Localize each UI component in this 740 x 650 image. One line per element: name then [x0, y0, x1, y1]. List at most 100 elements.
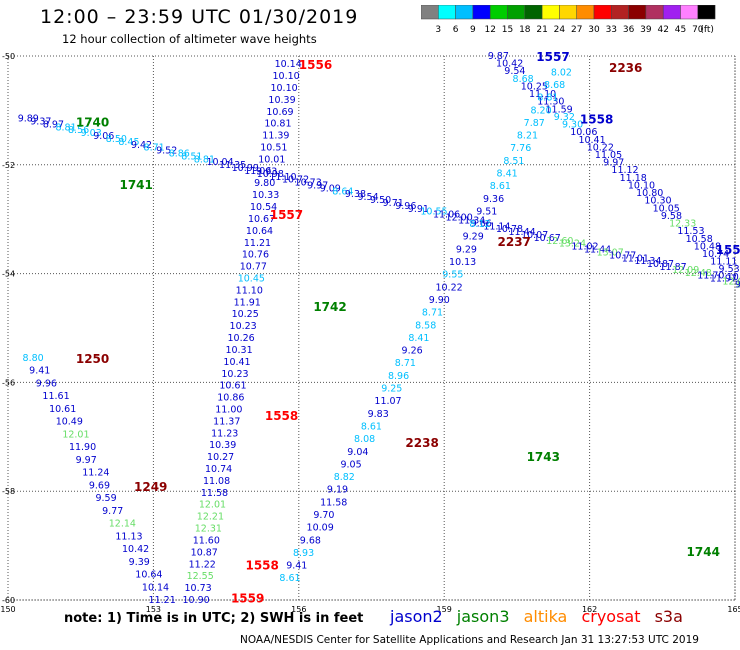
pass-time-label: 1741	[119, 178, 152, 192]
wave-height-value: 10.05	[653, 203, 680, 214]
pass-time-label: 155	[716, 243, 740, 257]
wave-height-value: 11.90	[69, 442, 96, 453]
color-scale-label: 39	[640, 25, 652, 35]
pass-time-label: 2237	[498, 235, 531, 249]
wave-height-value: 9.05	[340, 459, 361, 470]
wave-height-value: 10.50	[727, 272, 740, 283]
wave-height-value: 8.82	[334, 472, 355, 483]
wave-height-value: 10.31	[225, 345, 252, 356]
page-subtitle: 12 hour collection of altimeter wave hei…	[62, 32, 317, 46]
wave-height-value: 10.98	[257, 169, 284, 180]
pass-time-label: 1558	[580, 113, 613, 127]
wave-height-value: 11.30	[537, 97, 564, 108]
color-scale-label: 70	[692, 25, 704, 35]
wave-height-value: 10.39	[268, 95, 295, 106]
wave-height-value: 13.24	[559, 239, 586, 250]
longitude-label: 156	[291, 605, 306, 614]
pass-time-label: 2236	[609, 61, 642, 75]
wave-height-value: 10.41	[223, 357, 250, 368]
wave-height-value: 10.77	[609, 250, 636, 261]
pass-time-label: 1249	[134, 480, 167, 494]
satellite-legend-jason2: jason2	[390, 607, 443, 626]
wave-height-value: 10.86	[217, 393, 244, 404]
longitude-label: 150	[0, 605, 15, 614]
wave-height-value: 10.49	[56, 417, 83, 428]
wave-height-value: 11.05	[595, 150, 622, 161]
wave-height-value: 10.22	[435, 282, 462, 293]
wave-height-value: 11.44	[508, 227, 535, 238]
pass-time-label: 1556	[299, 58, 332, 72]
wave-height-value: 11.00	[215, 404, 242, 415]
wave-height-value: 10.67	[248, 214, 275, 225]
wave-height-value: 10.74	[702, 249, 729, 260]
wave-height-value: 10.39	[209, 440, 236, 451]
wave-height-value: 10.72	[282, 175, 309, 186]
wave-height-value: 10.41	[578, 135, 605, 146]
wave-height-value: 8.80	[23, 353, 44, 364]
color-scale-label: 15	[502, 25, 513, 35]
wave-height-value: 10.78	[496, 224, 523, 235]
color-scale-label: 30	[588, 25, 600, 35]
wave-height-value: 10.87	[647, 259, 674, 270]
wave-height-value: 13.07	[597, 247, 624, 258]
satellite-legend-jason3: jason3	[456, 607, 510, 626]
wave-height-value: 10.27	[207, 452, 234, 463]
wave-height-value: 10.22	[587, 142, 614, 153]
wave-height-value: 9.41	[29, 366, 50, 377]
satellite-legend-altika: altika	[523, 607, 568, 626]
wave-height-value: 8.51	[181, 151, 202, 162]
wave-height-value: 12.31	[195, 524, 222, 535]
wave-height-value: 9.96	[395, 201, 416, 212]
wave-height-value: 9.41	[286, 561, 307, 572]
pass-time-label: 2238	[405, 436, 438, 450]
latitude-label: -58	[2, 487, 15, 496]
wave-height-value: 10.64	[135, 570, 162, 581]
wave-height-value: 8.08	[354, 434, 375, 445]
wave-height-value: 11.21	[149, 595, 176, 606]
wave-height-value: 9.96	[36, 378, 57, 389]
wave-height-value: 10.73	[295, 178, 322, 189]
latitude-label: -52	[2, 161, 15, 170]
wave-height-value: 11.35	[219, 160, 246, 171]
wave-height-value: 11.59	[545, 104, 572, 115]
pass-time-label: 1559	[231, 591, 264, 605]
wave-height-value: 11.12	[611, 165, 638, 176]
wave-height-value: 10.80	[636, 188, 663, 199]
wave-height-value: 10.42	[122, 544, 149, 555]
wave-height-value: 11.97	[710, 274, 737, 285]
wave-height-value: 9.55	[442, 270, 463, 281]
wave-height-value: 9.29	[463, 232, 484, 243]
latitude-label: -60	[2, 596, 15, 605]
wave-height-value: 10.07	[521, 230, 548, 241]
wave-height-value: 9.68	[300, 535, 321, 546]
footnote: note: 1) Time is in UTC; 2) SWH is in fe…	[64, 611, 364, 626]
wave-height-value: 10.67	[534, 233, 561, 244]
wave-height-value: 11.34	[634, 256, 661, 267]
wave-height-value: 9.54	[357, 192, 378, 203]
wave-height-value: 11.24	[82, 468, 109, 479]
wave-height-value: 10.87	[191, 547, 218, 558]
wave-height-value: 9.93	[256, 166, 277, 177]
wave-height-value: 11.58	[320, 497, 347, 508]
wave-height-value: 10.61	[49, 404, 76, 415]
wave-height-value: 12.01	[199, 500, 226, 511]
wave-height-value: 9.87	[488, 51, 509, 62]
page-title: 12:00 – 23:59 UTC 01/30/2019	[40, 6, 359, 28]
longitude-label: 153	[146, 605, 161, 614]
wave-height-value: 10.51	[260, 143, 287, 154]
wave-height-value: 11.53	[677, 226, 704, 237]
wave-height-value: 9.97	[76, 455, 97, 466]
wave-height-value: 11.39	[262, 131, 289, 142]
wave-height-value: 9.58	[661, 211, 682, 222]
wave-height-value: 10.04	[206, 157, 233, 168]
color-scale-unit: (ft)	[700, 25, 714, 35]
wave-height-value: 9.52	[156, 146, 177, 157]
wave-height-value: 11.58	[201, 488, 228, 499]
color-scale-label: 24	[554, 25, 566, 35]
wave-height-value: 10.13	[449, 257, 476, 268]
longitude-label: 165	[727, 605, 740, 614]
wave-height-value: 12.09	[672, 265, 699, 276]
wave-height-value: 12.55	[187, 571, 214, 582]
color-scale-label: 36	[623, 25, 635, 35]
wave-height-value: 9.51	[476, 206, 497, 217]
